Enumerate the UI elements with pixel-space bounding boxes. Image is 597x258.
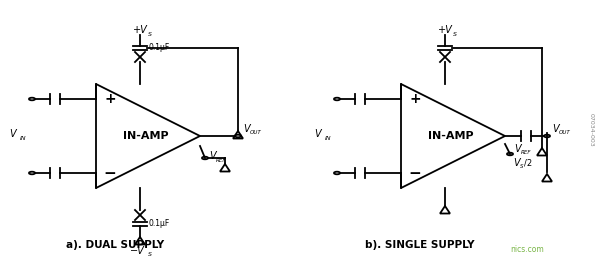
Text: S: S xyxy=(148,252,152,256)
Text: 07034-003: 07034-003 xyxy=(589,113,593,147)
Text: V: V xyxy=(552,124,559,134)
Text: +: + xyxy=(409,92,421,106)
Text: +: + xyxy=(104,92,116,106)
Text: nics.com: nics.com xyxy=(510,246,544,254)
Text: V: V xyxy=(514,144,521,154)
Text: /2: /2 xyxy=(524,158,532,167)
Text: +V: +V xyxy=(133,25,147,35)
Text: REF: REF xyxy=(521,149,531,155)
Text: IN: IN xyxy=(325,135,331,141)
Text: S: S xyxy=(453,31,457,36)
Text: 0.1μF: 0.1μF xyxy=(149,44,170,52)
Text: −: − xyxy=(104,165,116,181)
Text: a). DUAL SUPPLY: a). DUAL SUPPLY xyxy=(66,240,164,250)
Text: V: V xyxy=(10,129,16,139)
Text: V: V xyxy=(513,158,519,168)
Text: IN-AMP: IN-AMP xyxy=(428,131,474,141)
Text: 0.1μF: 0.1μF xyxy=(149,220,170,229)
Text: S: S xyxy=(148,31,152,36)
Text: +V: +V xyxy=(438,25,453,35)
Text: −: − xyxy=(408,165,421,181)
Text: IN-AMP: IN-AMP xyxy=(123,131,169,141)
Text: V: V xyxy=(243,124,250,134)
Text: V: V xyxy=(209,151,216,161)
Text: OUT: OUT xyxy=(559,131,571,135)
Text: −V: −V xyxy=(130,246,144,256)
Text: b). SINGLE SUPPLY: b). SINGLE SUPPLY xyxy=(365,240,475,250)
Text: REF: REF xyxy=(216,157,226,163)
Text: IN: IN xyxy=(20,135,26,141)
Text: OUT: OUT xyxy=(250,131,261,135)
Text: S: S xyxy=(520,165,524,170)
Text: V: V xyxy=(315,129,321,139)
